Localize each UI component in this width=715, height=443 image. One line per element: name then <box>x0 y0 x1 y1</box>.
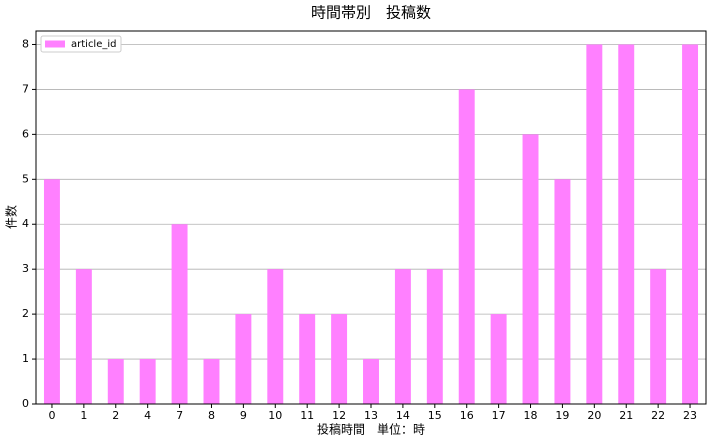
x-tick-label: 14 <box>396 409 410 422</box>
bar <box>235 314 252 404</box>
y-tick-label: 8 <box>22 37 29 50</box>
legend-swatch <box>45 40 65 48</box>
x-tick-label: 21 <box>619 409 633 422</box>
bar <box>363 359 379 404</box>
x-tick-label: 17 <box>492 409 506 422</box>
y-tick-label: 6 <box>22 127 29 140</box>
bar <box>426 269 443 404</box>
x-tick-label: 12 <box>332 409 346 422</box>
x-tick-label: 11 <box>300 409 314 422</box>
y-tick-label: 7 <box>22 82 29 95</box>
y-tick-label: 2 <box>22 307 29 320</box>
x-tick-label: 1 <box>80 409 87 422</box>
x-tick-label: 13 <box>364 409 378 422</box>
bar <box>75 269 92 404</box>
y-tick-label: 5 <box>22 172 29 185</box>
x-tick-label: 22 <box>651 409 665 422</box>
x-tick-label: 9 <box>240 409 247 422</box>
legend: article_id <box>40 35 122 53</box>
bar <box>458 89 475 404</box>
plot-frame <box>35 30 707 405</box>
bar <box>139 359 156 404</box>
x-tick-label: 2 <box>112 409 119 422</box>
x-tick-label: 18 <box>524 409 538 422</box>
x-axis-label: 投稿時間 単位：時 <box>317 422 425 437</box>
bar <box>618 44 635 404</box>
x-tick-label: 20 <box>587 409 601 422</box>
x-tick-label: 23 <box>683 409 697 422</box>
x-tick-label: 16 <box>460 409 474 422</box>
y-axis-label: 件数 <box>4 205 19 229</box>
bar <box>394 269 411 404</box>
bar <box>331 314 348 404</box>
y-tick-label: 3 <box>22 262 29 275</box>
bar <box>586 44 603 404</box>
bar <box>203 359 220 404</box>
bar <box>682 44 699 404</box>
x-tick-label: 19 <box>555 409 569 422</box>
y-tick-label: 4 <box>22 217 29 230</box>
bar <box>107 359 124 404</box>
y-tick-label: 0 <box>22 397 29 410</box>
chart-title: 時間帯別 投稿数 <box>311 4 431 22</box>
x-tick-label: 10 <box>268 409 282 422</box>
bar <box>299 314 316 404</box>
x-tick-label: 7 <box>176 409 183 422</box>
y-tick-label: 1 <box>22 352 29 365</box>
bar <box>490 314 507 404</box>
x-tick-label: 8 <box>208 409 215 422</box>
bar <box>171 224 188 404</box>
bar <box>522 134 539 404</box>
bar <box>267 269 284 404</box>
bar <box>650 269 667 404</box>
x-tick-label: 0 <box>48 409 55 422</box>
x-tick-label: 4 <box>144 409 151 422</box>
bar <box>554 179 571 404</box>
x-tick-label: 15 <box>428 409 442 422</box>
legend-box <box>40 35 122 53</box>
bar <box>43 179 60 404</box>
legend-label: article_id <box>71 39 117 50</box>
